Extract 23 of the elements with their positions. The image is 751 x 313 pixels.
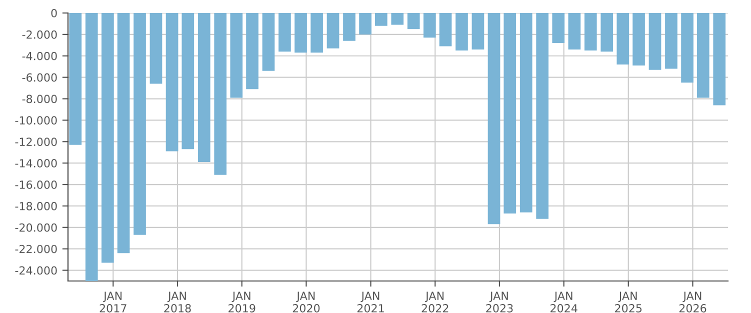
x-tick-label: JAN 2026 [679, 292, 706, 312]
y-tick-label: -18.000 [15, 202, 57, 210]
y-tick-label: -8.000 [22, 94, 57, 104]
y-tick-label: 0 [51, 8, 57, 18]
y-tick-label: -22.000 [15, 244, 57, 254]
y-tick-label: -20.000 [15, 223, 57, 232]
x-tick-label: JAN 2022 [422, 292, 448, 312]
y-tick-label: -24.000 [15, 266, 57, 275]
y-tick-label: -16.000 [15, 180, 57, 189]
x-tick-label: JAN 2021 [357, 292, 384, 312]
y-tick-label: -12.000 [15, 138, 57, 146]
y-tick-label: -6.000 [22, 73, 57, 82]
x-tick-label: JAN 2020 [292, 292, 320, 312]
x-tick-label: JAN 2017 [100, 292, 126, 312]
y-tick-label: -14.000 [15, 159, 57, 168]
x-tick-label: JAN 2024 [550, 292, 578, 312]
y-tick-label: -2.000 [22, 30, 57, 39]
x-tick-label: JAN 2018 [164, 292, 191, 312]
y-tick-label: -4.000 [22, 52, 57, 60]
x-tick-label: JAN 2019 [228, 292, 256, 312]
x-tick-label: JAN 2023 [486, 292, 513, 312]
x-tick-label: JAN 2025 [615, 292, 642, 312]
y-tick-label: -10.000 [15, 116, 57, 125]
